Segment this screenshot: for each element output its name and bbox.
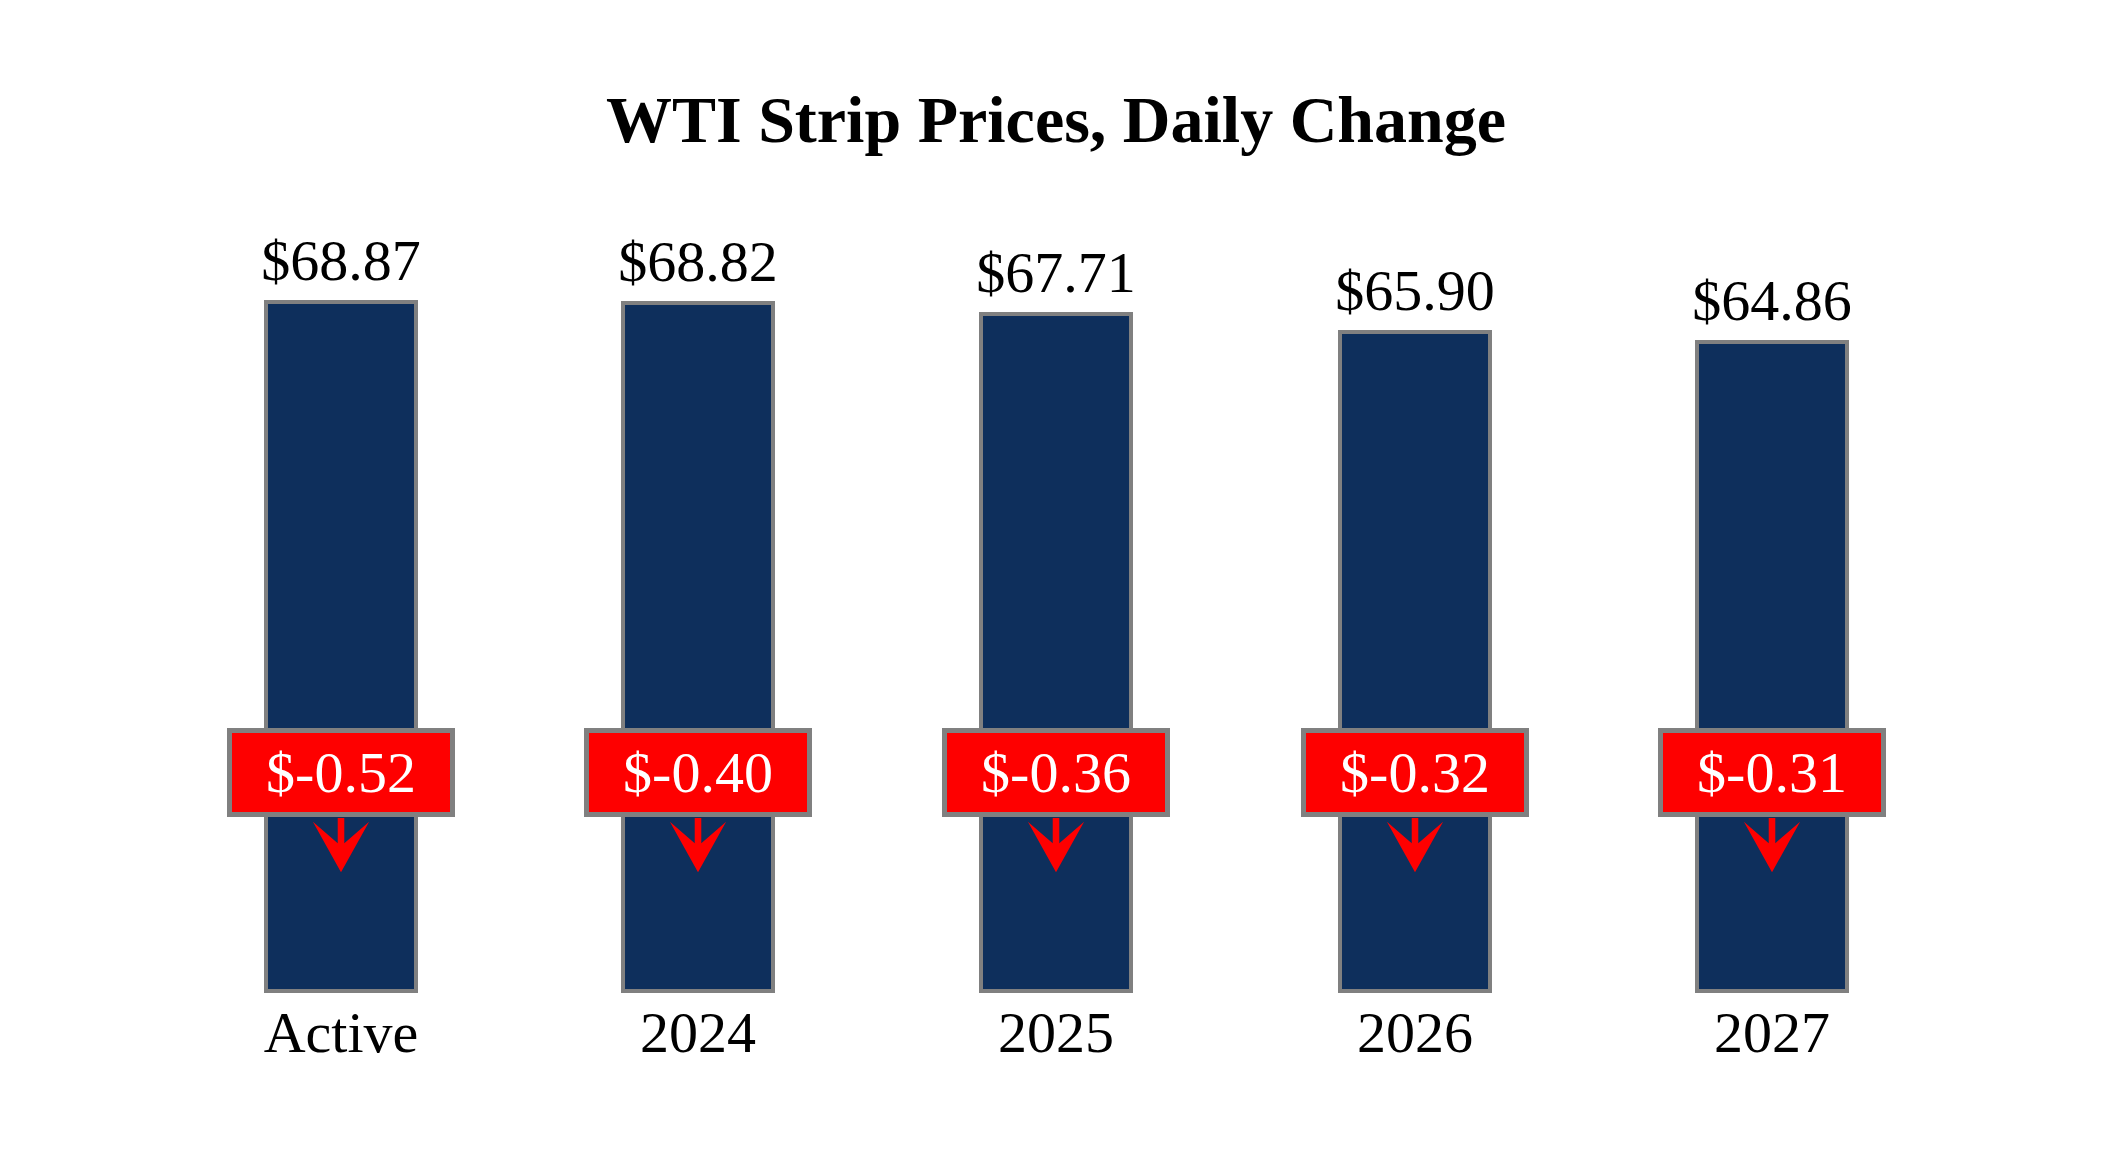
category-label: Active: [221, 1001, 461, 1065]
daily-change-value: $-0.52: [266, 744, 416, 802]
price-bar: [1338, 330, 1492, 993]
category-label: 2024: [578, 1001, 818, 1065]
bar-group-2027: $64.86 $-0.31 2027: [1652, 0, 1892, 1152]
price-label: $68.82: [618, 233, 778, 291]
bar-group-2026: $65.90 $-0.32 2026: [1295, 0, 1535, 1152]
daily-change-badge: $-0.36: [942, 728, 1170, 817]
price-label: $64.86: [1692, 272, 1852, 330]
down-arrow-icon: [1742, 817, 1802, 875]
price-bar: [979, 312, 1133, 993]
bar-group-active: $68.87 $-0.52 Active: [221, 0, 461, 1152]
down-arrow-icon: [668, 817, 728, 875]
down-arrow-icon: [311, 817, 371, 875]
category-label: 2025: [936, 1001, 1176, 1065]
daily-change-badge: $-0.32: [1301, 728, 1529, 817]
daily-change-value: $-0.31: [1697, 744, 1847, 802]
category-label: 2027: [1652, 1001, 1892, 1065]
price-label: $65.90: [1335, 262, 1495, 320]
down-arrow-icon: [1026, 817, 1086, 875]
category-label: 2026: [1295, 1001, 1535, 1065]
price-bar: [1695, 340, 1849, 993]
daily-change-value: $-0.40: [623, 744, 773, 802]
daily-change-badge: $-0.31: [1658, 728, 1886, 817]
daily-change-badge: $-0.40: [584, 728, 812, 817]
price-bar: [264, 300, 418, 993]
bar-group-2024: $68.82 $-0.40 2024: [578, 0, 818, 1152]
wti-strip-price-chart: WTI Strip Prices, Daily Change $68.87 $-…: [0, 0, 2112, 1152]
bar-group-2025: $67.71 $-0.36 2025: [936, 0, 1176, 1152]
down-arrow-icon: [1385, 817, 1445, 875]
daily-change-value: $-0.32: [1340, 744, 1490, 802]
daily-change-badge: $-0.52: [227, 728, 455, 817]
price-label: $68.87: [261, 232, 421, 290]
daily-change-value: $-0.36: [981, 744, 1131, 802]
price-bar: [621, 301, 775, 993]
price-label: $67.71: [976, 244, 1136, 302]
